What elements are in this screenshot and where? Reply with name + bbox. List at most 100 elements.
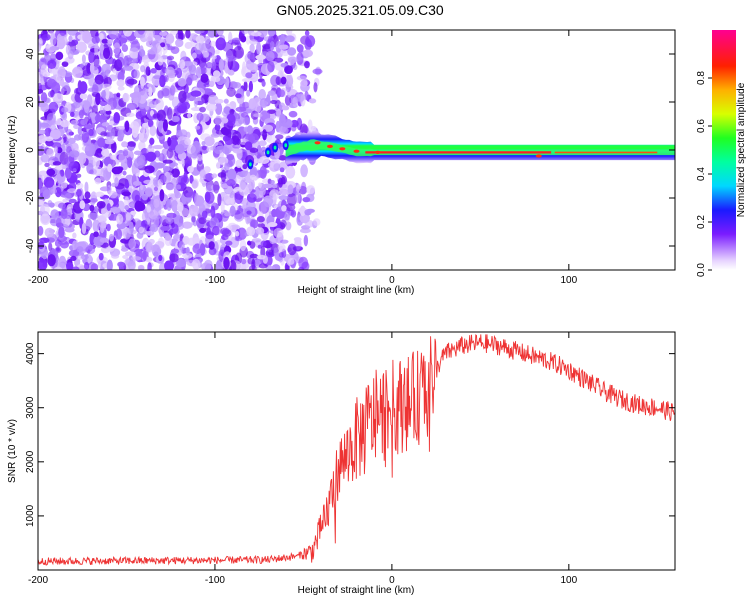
noise-speckle [126,102,138,111]
figure-title: GN05.2025.321.05.09.C30 [276,2,444,18]
noise-speckle [121,141,128,148]
noise-speckle [152,145,164,150]
noise-speckle [225,240,233,246]
noise-speckle [122,65,134,71]
noise-speckle [298,256,309,270]
noise-speckle [57,66,66,80]
noise-speckle [250,31,262,37]
noise-speckle [106,259,113,270]
noise-speckle [39,122,50,128]
noise-speckle [79,93,88,100]
noise-speckle [72,240,78,251]
noise-speckle [71,266,80,270]
noise-speckle [169,162,179,167]
noise-speckle [175,143,185,155]
noise-speckle [194,42,203,55]
noise-speckle [91,112,97,124]
carrier-band-halo [285,128,675,167]
noise-speckle [50,129,61,140]
noise-speckle [216,145,227,151]
noise-speckle [162,165,170,172]
noise-speckle [243,80,248,92]
noise-speckle [150,223,158,233]
noise-speckle [99,186,111,192]
noise-speckle [72,232,77,239]
noise-speckle [159,31,168,37]
noise-speckle [232,81,242,89]
noise-speckle [141,106,146,116]
noise-speckle [55,217,62,228]
noise-speckle [154,98,164,111]
noise-speckle [216,162,221,169]
noise-speckle [101,122,110,127]
noise-speckle [41,34,51,41]
noise-speckle [222,129,230,136]
noise-speckle [94,114,103,123]
noise-speckle [65,262,74,270]
noise-speckle [56,36,66,50]
noise-speckle [76,246,84,253]
noise-speckle [278,188,289,196]
noise-speckle [95,191,105,198]
noise-speckle [287,184,294,195]
noise-speckle [258,140,267,147]
noise-speckle [98,252,104,261]
noise-speckle [133,218,141,223]
noise-speckle [287,47,297,56]
noise-speckle [147,83,152,88]
noise-speckle [158,209,165,215]
noise-speckle [115,125,126,130]
noise-speckle [59,120,70,128]
noise-speckle [117,128,125,140]
noise-speckle [161,87,170,97]
noise-speckle [290,123,297,132]
noise-speckle [296,75,307,81]
noise-speckle [113,112,120,124]
noise-speckle [59,30,67,37]
noise-speckle [93,58,101,68]
noise-speckle [101,83,112,91]
noise-speckle [224,162,230,172]
noise-speckle [235,93,242,99]
noise-speckle [62,198,68,204]
colorbar-tick-label: 0.0 [696,263,707,277]
noise-speckle [240,179,247,191]
noise-speckle [177,30,183,36]
noise-speckle [286,193,298,206]
colorbar-tick-label: 0.8 [696,71,707,85]
noise-speckle [280,239,289,244]
noise-speckle [278,89,286,98]
noise-speckle [200,262,212,270]
noise-speckle [214,49,220,55]
noise-speckle [167,106,173,120]
noise-speckle [47,254,56,267]
noise-speckle [84,143,96,157]
noise-speckle [177,78,187,87]
noise-speckle [205,172,214,181]
colorbar-tick-label: 0.2 [696,215,707,229]
noise-speckle [185,76,193,86]
noise-speckle [144,187,153,197]
noise-speckle [171,115,180,123]
carrier-hotspot [374,150,381,154]
noise-speckle [210,133,220,138]
noise-speckle [199,62,208,70]
noise-speckle [260,146,267,153]
spectrogram-xtick-label: -100 [205,275,225,286]
snr-ytick-label: 1000 [25,504,36,527]
noise-speckle [190,106,202,112]
noise-speckle [78,152,87,165]
noise-speckle [122,92,130,103]
noise-speckle [60,181,68,189]
noise-speckle [201,42,211,51]
noise-speckle [89,204,95,212]
snr-series-line [38,334,675,566]
noise-speckle [67,30,79,36]
carrier-hotspot [339,147,346,151]
noise-speckle [175,129,183,139]
noise-speckle [298,266,305,270]
noise-speckle [286,30,293,36]
noise-speckle [181,252,193,259]
spectrogram-xtick-label: 100 [560,275,577,286]
noise-speckle [46,148,54,157]
